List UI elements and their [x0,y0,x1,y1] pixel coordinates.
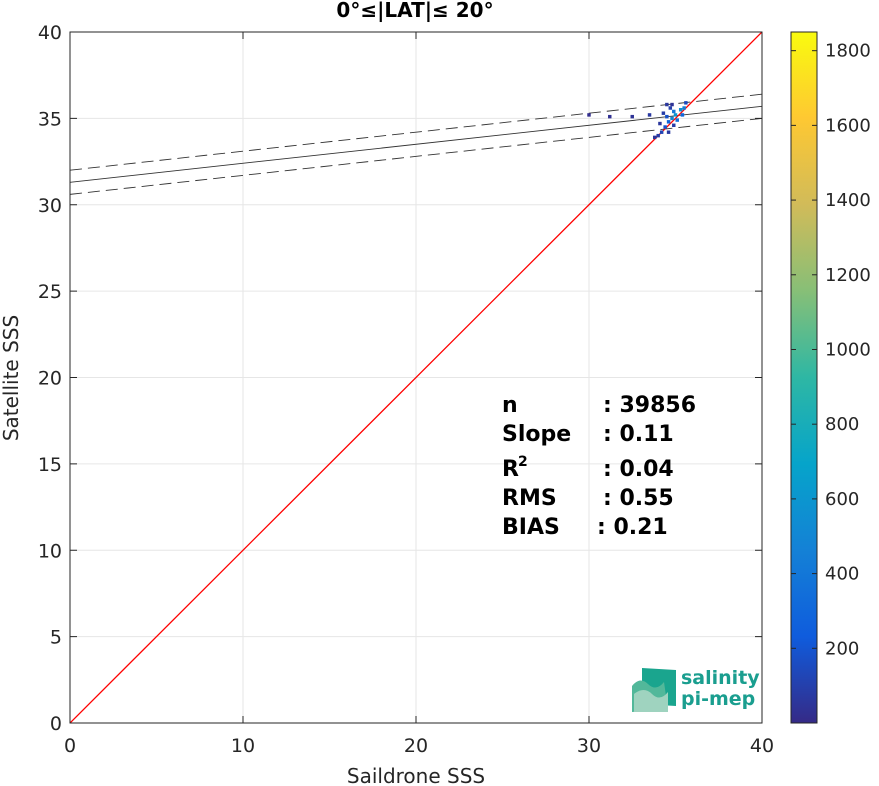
fit-lines [70,93,762,195]
y-tick-label: 30 [38,195,62,217]
stat-n-label: n [502,393,518,418]
y-tick-label: 35 [38,108,62,130]
density-cell [672,123,676,128]
fit-lower-bound [70,117,762,195]
density-cell [647,113,652,117]
stat-slope-label: Slope [502,422,571,447]
stat-bias-label: BIAS [502,515,560,540]
chart-title: 0°≤|LAT|≤ 20° [336,0,493,22]
density-cell [666,130,671,134]
y-tick-label: 25 [38,281,62,303]
identity-line-group [70,32,762,723]
logo-line2: pi-mep [681,688,755,710]
density-cell [656,133,660,138]
density-cell [680,113,685,117]
colorbar [791,32,817,723]
density-cell [682,106,686,110]
stat-n-value: : 39856 [603,393,696,418]
y-tick-label: 10 [38,540,62,562]
density-cell [684,101,688,105]
density-cell [675,118,679,122]
density-cell [587,113,591,117]
density-cell [672,109,676,114]
stat-bias-value: : 0.21 [597,515,668,540]
identity-line [70,32,762,723]
colorbar-tick-label: 600 [825,489,859,510]
density-cell [665,102,669,107]
salinity-pi-mep-logo: salinity pi-mep [632,667,760,712]
density-cell [670,102,674,107]
density-cell [661,111,666,115]
density-cells [587,101,688,140]
stat-r2-value: : 0.04 [603,457,674,482]
density-cell [658,121,662,126]
y-tick-label: 15 [38,454,62,476]
density-cell [670,116,674,121]
stat-rms-value: : 0.55 [603,486,674,511]
colorbar-tick-label: 1800 [825,41,871,62]
colorbar-ticks: 200 400 600 800 1000 1200 1400 1600 1800 [791,41,871,659]
stat-r2-label: R [502,457,519,482]
density-cell [663,125,667,129]
x-tick-label: 40 [750,735,774,757]
fit-line [70,105,762,183]
stat-r2-superscript: 2 [518,454,528,470]
density-cell [666,120,671,124]
density-cell [630,114,634,119]
colorbar-tick-label: 1000 [825,339,871,360]
stat-slope-value: : 0.11 [603,422,674,447]
density-cell [653,135,657,140]
density-cell [608,114,612,119]
colorbar-tick-label: 400 [825,564,859,585]
y-tick-label: 20 [38,368,62,390]
colorbar-tick-label: 1400 [825,190,871,211]
density-cell [665,114,669,119]
x-tick-label: 10 [231,735,255,757]
density-cell [673,113,678,117]
colorbar-tick-label: 1200 [825,265,871,286]
colorbar-tick-label: 800 [825,414,859,435]
density-cell [668,106,673,110]
density-cell [678,108,683,112]
x-tick-label: 30 [577,735,601,757]
stats-block: n : 39856 Slope : 0.11 R 2 : 0.04 RMS : … [502,393,696,540]
y-tick-label: 40 [38,22,62,44]
x-tick-label: 0 [64,735,76,757]
colorbar-tick-label: 1600 [825,115,871,136]
stat-rms-label: RMS [502,486,557,511]
x-axis-label: Saildrone SSS [347,764,485,786]
y-ticks: 0 5 10 15 20 25 30 35 40 [38,22,762,735]
y-tick-label: 0 [50,713,62,735]
wave-logo-icon [632,668,676,712]
fit-upper-bound [70,93,762,171]
density-cell [659,130,664,134]
colorbar-tick-label: 200 [825,638,859,659]
x-tick-label: 20 [404,735,428,757]
x-ticks: 0 10 20 30 40 [64,32,774,757]
y-axis-label: Satellite SSS [0,315,23,441]
y-tick-label: 5 [50,627,62,649]
colorbar-frame [790,31,818,724]
logo-line1: salinity [681,667,760,689]
